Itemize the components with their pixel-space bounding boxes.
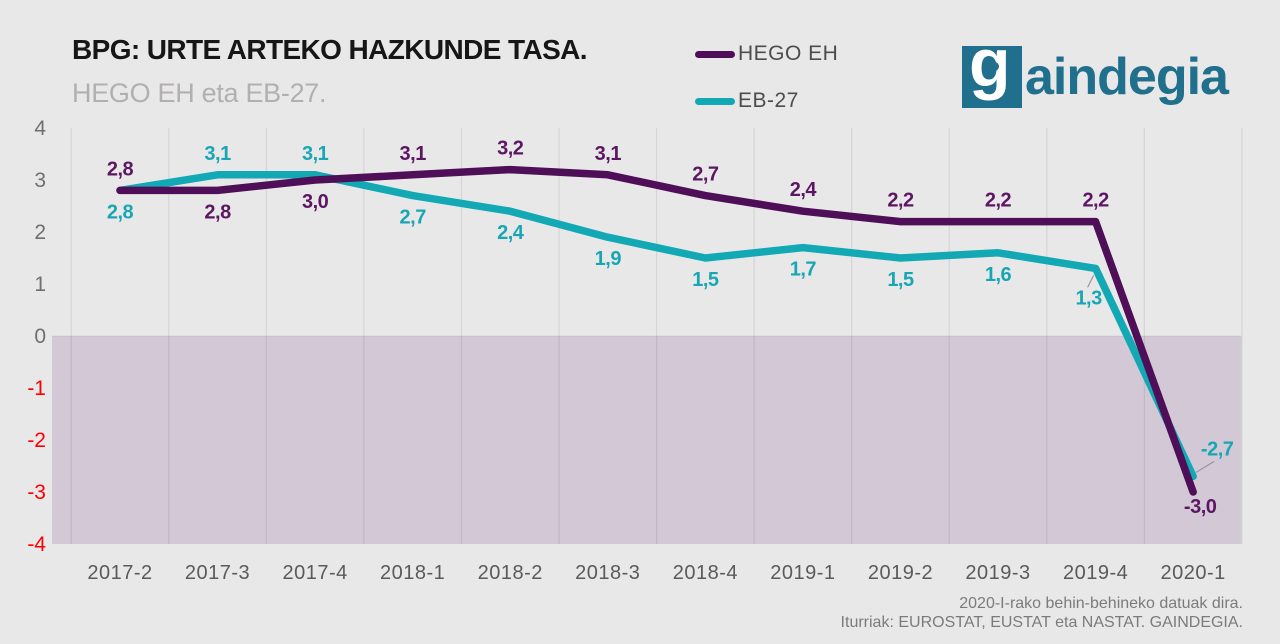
value-label: 1,9 [595, 248, 622, 270]
value-label: 2,2 [887, 190, 914, 212]
logo-g-box: g [962, 29, 1022, 108]
legend-swatch-1 [695, 97, 735, 105]
value-label: 3,1 [595, 143, 622, 165]
y-tick-label: -3 [27, 481, 46, 504]
x-tick-label: 2019-2 [868, 562, 933, 584]
value-label: 3,2 [497, 138, 524, 160]
value-label: 1,3 [1075, 287, 1102, 309]
label-leader-line [1195, 460, 1215, 473]
below-zero-band [52, 336, 1242, 544]
value-label: -2,7 [1201, 438, 1234, 460]
value-label: 2,2 [985, 190, 1012, 212]
x-tick-label: 2019-4 [1063, 562, 1128, 584]
value-label: 2,4 [790, 179, 818, 201]
legend-swatch-0 [695, 50, 735, 58]
y-tick-label: 4 [34, 117, 46, 140]
value-label: 1,6 [985, 264, 1012, 286]
value-label: 3,1 [302, 143, 329, 165]
x-tick-label: 2019-3 [965, 562, 1030, 584]
legend-item-hego-eh: HEGO EH [695, 42, 838, 66]
logo-g-dot-icon [990, 62, 999, 71]
x-tick-label: 2017-2 [87, 562, 152, 584]
value-label: 3,1 [400, 143, 427, 165]
value-label: 2,2 [1082, 190, 1109, 212]
series-line-hego-eh [116, 165, 1197, 496]
value-label: 1,5 [887, 269, 914, 291]
gaindegia-logo: g aindegia [962, 29, 1242, 110]
y-tick-label: -2 [27, 429, 46, 452]
value-label: 2,7 [400, 207, 427, 229]
value-label: 2,7 [692, 164, 719, 186]
series-line-eb-27 [116, 171, 1197, 481]
y-tick-label: 1 [34, 273, 46, 296]
y-tick-label: 0 [34, 325, 46, 348]
x-tick-label: 2018-4 [673, 562, 738, 584]
x-tick-label: 2019-1 [770, 562, 835, 584]
y-tick-label: 2 [34, 221, 46, 244]
value-label: 2,8 [107, 201, 134, 223]
value-label: 3,1 [204, 143, 231, 165]
y-tick-label: -1 [27, 377, 46, 400]
x-tick-label: 2018-1 [380, 562, 445, 584]
value-label: 1,5 [692, 269, 719, 291]
footer-line-1: 2020-I-rako behin-behineko datuak dira. [959, 595, 1243, 612]
value-label: 3,0 [302, 191, 329, 213]
logo-g-letter: g [969, 29, 1011, 97]
x-tick-label: 2018-2 [478, 562, 543, 584]
footer-line-2: Iturriak: EUROSTAT, EUSTAT eta NASTAT. G… [840, 614, 1243, 631]
x-tick-label: 2017-4 [282, 562, 347, 584]
legend-item-eb-27: EB-27 [695, 89, 799, 113]
legend-label: EB-27 [738, 89, 799, 112]
legend-label: HEGO EH [738, 42, 839, 65]
value-label: 2,8 [204, 201, 231, 223]
x-tick-label: 2018-3 [575, 562, 640, 584]
chart-subtitle: HEGO EH eta EB-27. [72, 78, 327, 108]
value-label: 2,8 [107, 158, 134, 180]
value-label: 1,7 [790, 259, 817, 281]
x-tick-label: 2020-1 [1161, 562, 1226, 584]
y-tick-label: -4 [27, 533, 46, 556]
label-leader-line [1087, 275, 1095, 288]
y-tick-label: 3 [34, 169, 46, 192]
chart-title: BPG: URTE ARTEKO HAZKUNDE TASA. [72, 34, 588, 65]
value-label: 2,4 [497, 222, 525, 244]
x-tick-label: 2017-3 [185, 562, 250, 584]
footer-note: 2020-I-rako behin-behineko datuak dira. … [841, 594, 1243, 632]
logo-wordmark: aindegia [1025, 48, 1229, 106]
value-label: -3,0 [1184, 496, 1217, 518]
